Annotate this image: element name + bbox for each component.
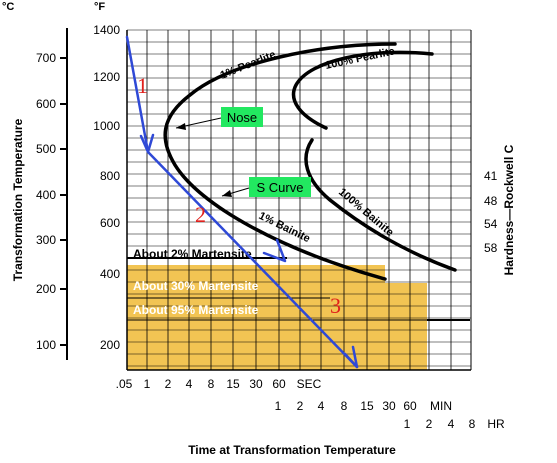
fahrenheit-tick-label: 800 xyxy=(100,169,120,183)
x-tick-label: 1 xyxy=(275,399,282,413)
martensite-lines xyxy=(127,257,470,321)
step-label-1: 1 xyxy=(137,73,148,98)
x-axis-title: Time at Transformation Temperature xyxy=(188,443,396,457)
celsius-unit-label: °C xyxy=(2,1,14,13)
celsius-tick-label: 500 xyxy=(36,142,56,156)
x-axis-minutes: 1 2 4 8 15 30 60 MIN xyxy=(275,399,452,413)
celsius-tick-label: 200 xyxy=(36,282,56,296)
martensite-fill-right xyxy=(385,283,427,370)
arrow-step-3-icon xyxy=(343,345,359,369)
martensite-label-95pct: About 95% Martensite xyxy=(133,303,259,317)
x-axis-seconds: .05 1 2 4 8 15 30 60 SEC xyxy=(116,377,322,391)
nose-callout: Nose xyxy=(175,107,263,130)
cooling-path xyxy=(125,35,359,369)
x-tick-label: 2 xyxy=(426,417,433,431)
fahrenheit-tick-label: 1400 xyxy=(93,23,120,37)
fahrenheit-tick-label: 1000 xyxy=(93,119,120,133)
celsius-tick-label: 600 xyxy=(36,97,56,111)
martensite-label-30pct: About 30% Martensite xyxy=(133,279,259,293)
x-tick-label: 15 xyxy=(360,399,374,413)
hardness-tick-label: 58 xyxy=(484,241,498,255)
x-tick-label: 2 xyxy=(297,399,304,413)
label-1pct-pearlite: 1% Pearlite xyxy=(219,49,278,82)
step-label-2: 2 xyxy=(195,202,206,227)
step-label-3: 3 xyxy=(330,293,341,318)
celsius-tick-label: 700 xyxy=(36,51,56,65)
pearlite-finish-curve xyxy=(291,50,434,130)
x-tick-label: 1 xyxy=(404,417,411,431)
x-tick-label: 4 xyxy=(448,417,455,431)
fahrenheit-tick-label: 1200 xyxy=(93,70,120,84)
nose-callout-box xyxy=(221,107,263,127)
celsius-tick-label: 300 xyxy=(36,233,56,247)
x-tick-unit: MIN xyxy=(430,399,452,413)
x-tick-label: 60 xyxy=(272,377,286,391)
x-tick-unit: SEC xyxy=(297,377,322,391)
plot-grid xyxy=(127,29,471,370)
x-tick-label: 8 xyxy=(208,377,215,391)
x-tick-label: 8 xyxy=(341,399,348,413)
fahrenheit-tick-label: 200 xyxy=(100,338,120,352)
celsius-axis: 700 600 500 400 300 200 100 xyxy=(36,28,68,360)
fahrenheit-axis: 1400 1200 1000 800 600 400 200 xyxy=(93,23,120,352)
x-tick-label: 30 xyxy=(249,377,263,391)
start-curve xyxy=(163,42,397,281)
fahrenheit-tick-label: 400 xyxy=(100,267,120,281)
s-curve-callout-text: S Curve xyxy=(257,180,304,195)
celsius-tick-label: 400 xyxy=(36,188,56,202)
x-tick-label: 30 xyxy=(382,399,396,413)
label-100pct-pearlite: 100% Pearlite xyxy=(324,45,396,71)
x-tick-label: 4 xyxy=(186,377,193,391)
x-axis-hours: 1 2 4 8 HR xyxy=(404,417,505,431)
martensite-label-2pct: About 2% Martensite xyxy=(133,247,252,261)
ttt-curves xyxy=(163,42,457,281)
bainite-finish-curve xyxy=(304,138,457,272)
s-curve-callout-box xyxy=(249,177,311,197)
x-tick-label: 15 xyxy=(226,377,240,391)
hardness-tick-label: 48 xyxy=(484,194,498,208)
arrow-step-2-icon xyxy=(262,238,287,263)
s-curve-arrowhead-icon xyxy=(222,190,232,197)
fahrenheit-unit-label: °F xyxy=(94,1,105,13)
x-tick-label: 4 xyxy=(318,399,325,413)
hardness-axis-title: Hardness—Rockwell C xyxy=(502,144,516,275)
s-curve-callout: S Curve xyxy=(221,177,311,197)
nose-arrowhead-icon xyxy=(176,123,186,130)
nose-callout-text: Nose xyxy=(227,110,257,125)
celsius-tick-label: 100 xyxy=(36,338,56,352)
x-tick-label: 60 xyxy=(403,399,417,413)
hardness-tick-label: 41 xyxy=(484,169,498,183)
x-tick-label: 8 xyxy=(469,417,476,431)
hardness-axis: 41 48 54 58 Hardness—Rockwell C xyxy=(484,144,516,275)
x-tick-label: 1 xyxy=(144,377,151,391)
x-tick-label: 2 xyxy=(165,377,172,391)
label-1pct-bainite: 1% Bainite xyxy=(257,210,312,245)
x-tick-unit: HR xyxy=(487,417,505,431)
fahrenheit-tick-label: 600 xyxy=(100,216,120,230)
hardness-tick-label: 54 xyxy=(484,217,498,231)
arrow-step-1-icon xyxy=(139,133,155,154)
y-axis-title: Transformation Temperature xyxy=(11,118,25,281)
x-tick-label: .05 xyxy=(116,377,133,391)
